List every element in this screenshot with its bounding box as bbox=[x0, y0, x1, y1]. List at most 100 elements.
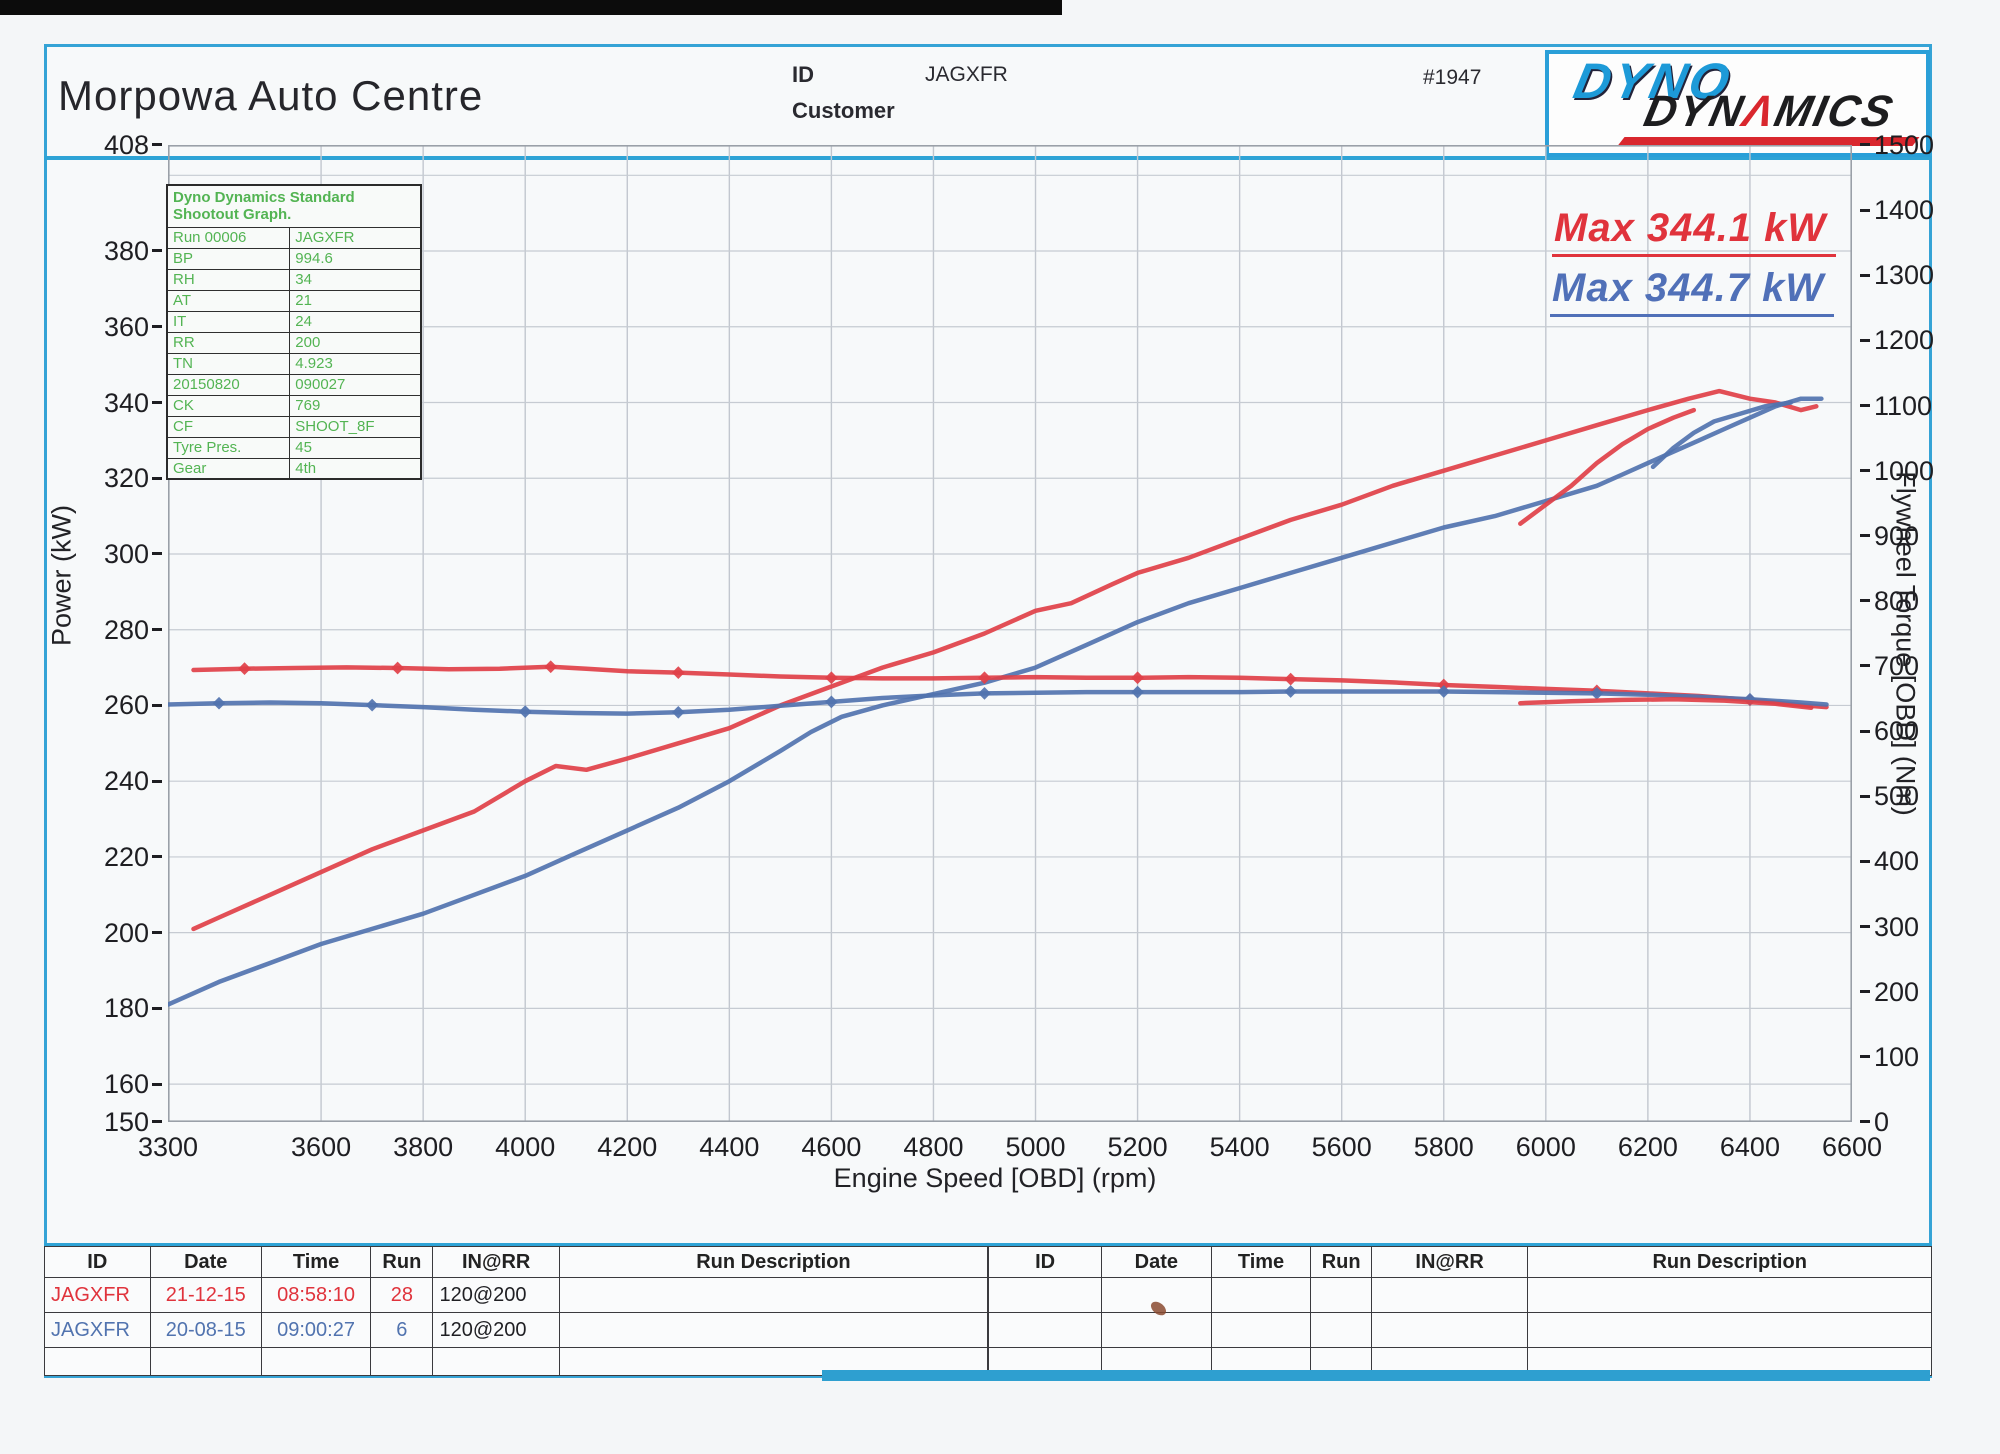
torque-tick-600: 600 bbox=[1860, 716, 1919, 747]
power-tick-180: 180 bbox=[74, 993, 162, 1024]
torque-tick-500: 500 bbox=[1860, 781, 1919, 812]
rpm-tick-5600: 5600 bbox=[1311, 1132, 1372, 1162]
torque-tick-1400: 1400 bbox=[1860, 195, 1934, 226]
torque-tick-300: 300 bbox=[1860, 912, 1919, 943]
col-header-run: Run bbox=[1310, 1246, 1372, 1278]
diamond-marker-icon bbox=[238, 662, 251, 676]
torque-tick-1100: 1100 bbox=[1860, 391, 1932, 422]
runs-table-right: ID Date Time Run IN@RR Run Description bbox=[987, 1246, 1932, 1376]
col-header-description: Run Description bbox=[558, 1246, 989, 1278]
diamond-marker-icon bbox=[825, 695, 838, 709]
info-row-value: JAGXFR bbox=[289, 226, 422, 249]
col-header-description: Run Description bbox=[1527, 1246, 1932, 1278]
diamond-marker-icon bbox=[1284, 685, 1298, 698]
customer-label: Customer bbox=[792, 98, 895, 123]
rpm-tick-6600: 6600 bbox=[1821, 1132, 1883, 1162]
info-row-label: RR bbox=[166, 331, 291, 354]
rpm-tick-3300: 3300 bbox=[137, 1132, 199, 1162]
cell-description bbox=[558, 1277, 989, 1313]
table-row: JAGXFR 20-08-15 09:00:27 6 120@200 bbox=[44, 1312, 989, 1348]
info-row-label: 20150820 bbox=[166, 373, 291, 396]
diamond-marker-icon bbox=[671, 705, 685, 719]
logo-mics: MICS bbox=[1770, 87, 1899, 136]
series-torque-run6-blue bbox=[165, 689, 1829, 716]
series-torque-run28-red-tail bbox=[1518, 697, 1814, 711]
power-tick-340: 340 bbox=[74, 388, 162, 419]
info-row-label: CF bbox=[166, 415, 291, 438]
info-row-value: 200 bbox=[289, 331, 422, 354]
power-tick-360: 360 bbox=[74, 312, 162, 343]
info-box-header: Dyno Dynamics Standard Shootout Graph. bbox=[166, 184, 422, 228]
max-power-annotation-blue: Max 344.7 kW bbox=[1550, 266, 1835, 317]
cell-date: 20-08-15 bbox=[149, 1312, 262, 1348]
header-divider bbox=[44, 156, 1932, 160]
cell-id: JAGXFR bbox=[44, 1277, 151, 1313]
col-header-time: Time bbox=[1210, 1246, 1312, 1278]
info-row-value: 34 bbox=[289, 268, 422, 291]
info-row-value: 4.923 bbox=[289, 352, 422, 375]
table-row-empty bbox=[987, 1312, 1932, 1348]
rpm-tick-3800: 3800 bbox=[393, 1132, 454, 1162]
cell-time: 09:00:27 bbox=[260, 1312, 372, 1348]
rpm-tick-5000: 5000 bbox=[1005, 1132, 1066, 1162]
torque-tick-1500: 1500 bbox=[1860, 130, 1934, 161]
right-axis-title: Flywheel Torque [OBD] (Nm) bbox=[1890, 471, 1921, 816]
info-row-value: 24 bbox=[289, 310, 422, 333]
torque-tick-1200: 1200 bbox=[1860, 325, 1934, 356]
diamond-marker-icon bbox=[391, 661, 405, 675]
col-header-date: Date bbox=[149, 1246, 262, 1278]
series-power-run28-red-tail bbox=[1518, 407, 1697, 526]
diamond-marker-icon bbox=[978, 687, 991, 700]
torque-tick-200: 200 bbox=[1860, 977, 1919, 1008]
cell-run: 28 bbox=[370, 1277, 434, 1313]
col-header-run: Run bbox=[370, 1246, 434, 1278]
rpm-tick-6000: 6000 bbox=[1515, 1132, 1576, 1162]
diamond-marker-icon bbox=[365, 698, 379, 712]
rpm-tick-4200: 4200 bbox=[597, 1132, 658, 1162]
torque-tick-0: 0 bbox=[1860, 1107, 1889, 1138]
info-row-value: 769 bbox=[289, 394, 422, 417]
diamond-marker-icon bbox=[1131, 685, 1144, 699]
col-header-id: ID bbox=[44, 1246, 151, 1278]
col-header-inrr: IN@RR bbox=[432, 1246, 560, 1278]
table-row-empty bbox=[44, 1347, 989, 1376]
rpm-tick-4000: 4000 bbox=[495, 1132, 556, 1162]
info-row-label: Run 00006 bbox=[166, 226, 291, 249]
power-tick-408: 408 bbox=[74, 130, 162, 161]
col-header-time: Time bbox=[260, 1246, 372, 1278]
dyno-chart bbox=[165, 145, 1853, 1123]
col-header-id: ID bbox=[987, 1246, 1103, 1278]
series-power-run6-blue-tail bbox=[1650, 400, 1794, 470]
rpm-tick-4800: 4800 bbox=[903, 1132, 964, 1162]
diamond-marker-icon bbox=[1284, 672, 1298, 686]
runs-table: ID Date Time Run IN@RR Run Description J… bbox=[44, 1243, 1932, 1376]
left-axis-title: Power (kW) bbox=[46, 505, 77, 646]
rpm-tick-3600: 3600 bbox=[291, 1132, 352, 1162]
chart-plot-area bbox=[165, 145, 1853, 1123]
info-row-value: 21 bbox=[289, 289, 422, 312]
diamond-marker-icon bbox=[212, 696, 226, 710]
rpm-tick-5400: 5400 bbox=[1209, 1132, 1270, 1162]
runs-table-left: ID Date Time Run IN@RR Run Description J… bbox=[44, 1246, 989, 1376]
diamond-marker-icon bbox=[1131, 671, 1144, 685]
info-row-label: TN bbox=[166, 352, 291, 375]
cell-inrr: 120@200 bbox=[432, 1312, 560, 1348]
diamond-marker-icon bbox=[671, 666, 685, 679]
info-row-label: BP bbox=[166, 247, 291, 270]
info-row-label: Tyre Pres. bbox=[166, 436, 291, 459]
power-tick-240: 240 bbox=[74, 766, 162, 797]
torque-tick-400: 400 bbox=[1860, 846, 1919, 877]
power-tick-200: 200 bbox=[74, 918, 162, 949]
torque-tick-700: 700 bbox=[1860, 651, 1919, 682]
power-tick-150: 150 bbox=[74, 1107, 162, 1138]
info-row-value: 4th bbox=[289, 457, 422, 480]
info-box-header-line1: Dyno Dynamics Standard bbox=[173, 189, 355, 206]
col-header-inrr: IN@RR bbox=[1370, 1246, 1529, 1278]
info-row-label: Gear bbox=[166, 457, 291, 480]
max-power-annotation-red: Max 344.1 kW bbox=[1552, 206, 1837, 257]
info-row-label: IT bbox=[166, 310, 291, 333]
info-row-value: 45 bbox=[289, 436, 422, 459]
x-axis-title: Engine Speed [OBD] (rpm) bbox=[833, 1163, 1157, 1193]
power-tick-300: 300 bbox=[74, 539, 162, 570]
